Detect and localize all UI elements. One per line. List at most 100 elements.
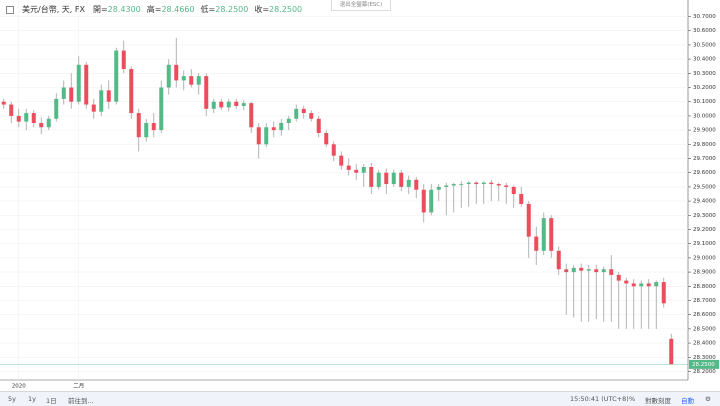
candle-body — [564, 269, 569, 273]
y-tick-label: 29.7000 — [693, 156, 716, 162]
candle-body — [474, 182, 479, 185]
y-tick-label: 30.3000 — [693, 71, 716, 77]
candle-body — [84, 64, 89, 105]
candle-body — [301, 108, 306, 114]
candle-body — [196, 76, 201, 85]
ohlc: 開=28.4300 高=28.4660 低=28.2500 收=28.2500 — [93, 4, 302, 15]
candle-body — [654, 282, 659, 287]
candle-body — [91, 104, 96, 112]
candle-body — [489, 182, 494, 185]
candle-body — [226, 101, 231, 108]
candle-body — [309, 113, 314, 119]
bottom-toolbar: 5y 1y 1日 前往到... 15:50:41 (UTC+8) % 對數刻度 … — [0, 391, 720, 406]
candle-body — [76, 64, 81, 102]
y-tick-label: 28.8000 — [693, 284, 716, 290]
last-price-label: 28.2500 — [692, 362, 715, 368]
ohlc-item: 開=28.4300 — [93, 4, 141, 15]
candle-body — [234, 101, 239, 106]
y-tick-label: 29.4000 — [693, 199, 716, 205]
candle-body — [121, 50, 126, 70]
candle-body — [106, 90, 111, 102]
candle-body — [346, 165, 351, 170]
candle-body — [376, 172, 381, 187]
candle-body — [391, 172, 396, 185]
candle-body — [316, 118, 321, 133]
candle-body — [271, 127, 276, 131]
range-button[interactable]: 1y — [28, 395, 36, 403]
y-tick-label: 30.7000 — [693, 14, 716, 20]
candle-body — [339, 155, 344, 166]
candle-body — [279, 123, 284, 131]
range-button[interactable]: 1日 — [46, 397, 57, 405]
candle-body — [174, 64, 179, 81]
candle-body — [459, 184, 464, 185]
candle-body — [639, 283, 644, 287]
y-tick-label: 29.5000 — [693, 184, 716, 190]
candle-body — [541, 218, 546, 251]
range-button[interactable]: 5y — [8, 395, 16, 403]
candle-body — [451, 184, 456, 186]
y-tick-label: 29.8000 — [693, 142, 716, 148]
candle-body — [61, 87, 66, 99]
ohlc-value: 28.2500 — [215, 5, 249, 14]
candle-body — [219, 101, 224, 108]
candle-body — [99, 90, 104, 112]
candle-body — [466, 182, 471, 185]
candle-body — [406, 179, 411, 187]
candle-body — [421, 189, 426, 213]
goto-button[interactable]: 前往到... — [68, 397, 94, 405]
candle-body — [249, 103, 254, 128]
auto-button[interactable]: 自動 — [681, 397, 694, 405]
candle-body — [144, 123, 149, 138]
candle-body — [556, 250, 561, 270]
candle-body — [204, 76, 209, 109]
clock: 15:50:41 (UTC+8) — [570, 395, 629, 403]
candle-body — [211, 101, 216, 109]
y-tick-label: 30.6000 — [693, 28, 716, 34]
exit-fullscreen[interactable]: 退出全螢幕(ESC) — [331, 0, 391, 11]
y-tick-label: 29.2000 — [693, 227, 716, 233]
candle-body — [526, 203, 531, 237]
candle-body — [496, 184, 501, 186]
candle-body — [1, 101, 6, 105]
candle-body — [669, 338, 674, 365]
x-tick-label: 2020 — [12, 384, 26, 390]
candle-body — [129, 69, 134, 114]
y-tick-label: 29.9000 — [693, 128, 716, 134]
candle-body — [241, 103, 246, 106]
y-tick-label: 28.5000 — [693, 326, 716, 332]
y-tick-label: 29.3000 — [693, 213, 716, 219]
candle-body — [594, 269, 599, 273]
candle-body — [601, 269, 606, 273]
candle-body — [331, 144, 336, 156]
y-tick-label: 29.0000 — [693, 255, 716, 261]
candle-body — [534, 236, 539, 251]
candle-body — [414, 179, 419, 190]
symbol: 美元/台幣, 天, FX — [22, 5, 85, 14]
collapse-icon[interactable] — [6, 5, 14, 14]
candle-body — [31, 113, 36, 124]
settings-icon[interactable]: ⚙ — [705, 395, 711, 403]
log-button[interactable]: 對數刻度 — [645, 397, 671, 405]
candle-body — [9, 104, 14, 116]
chart: 28.2000 28.3000 28.4000 28.5000 28.6000 28.70… — [0, 0, 719, 390]
candle-body — [369, 167, 374, 187]
candle-body — [136, 113, 141, 138]
candle-body — [189, 76, 194, 85]
candle-body — [399, 172, 404, 187]
ohlc-value: 28.2500 — [269, 5, 303, 14]
candle-body — [646, 283, 651, 287]
candle-body — [444, 185, 449, 187]
candle-body — [151, 123, 156, 131]
y-tick-label: 28.4000 — [693, 341, 716, 347]
candle-body — [384, 172, 389, 185]
candle-body — [16, 115, 21, 122]
candle-body — [46, 118, 51, 128]
ohlc-item: 收=28.2500 — [254, 4, 302, 15]
percent-button[interactable]: % — [629, 395, 636, 403]
candle-body — [324, 132, 329, 145]
y-tick-label: 30.2000 — [693, 85, 716, 91]
candle-body — [39, 123, 44, 128]
candle-body — [69, 87, 74, 102]
candle-body — [481, 182, 486, 185]
